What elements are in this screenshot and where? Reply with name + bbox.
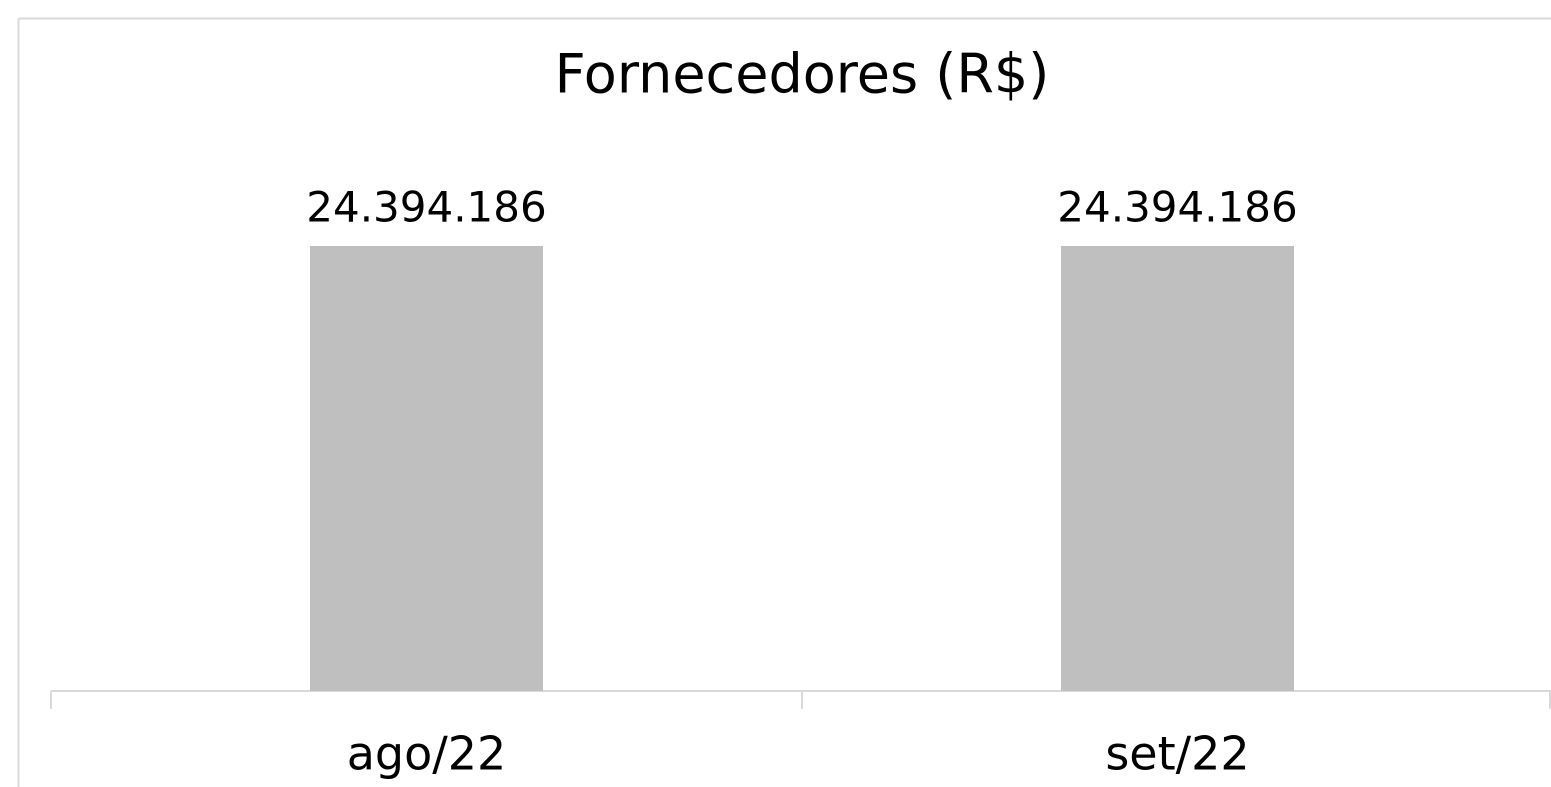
chart-title: Fornecedores (R$) [555, 43, 1050, 106]
bar [1061, 246, 1294, 691]
data-label: 24.394.186 [306, 183, 546, 232]
x-tick-label: set/22 [1105, 727, 1249, 781]
bar [310, 246, 543, 691]
data-label: 24.394.186 [1057, 183, 1297, 232]
x-tick-label: ago/22 [347, 727, 507, 781]
